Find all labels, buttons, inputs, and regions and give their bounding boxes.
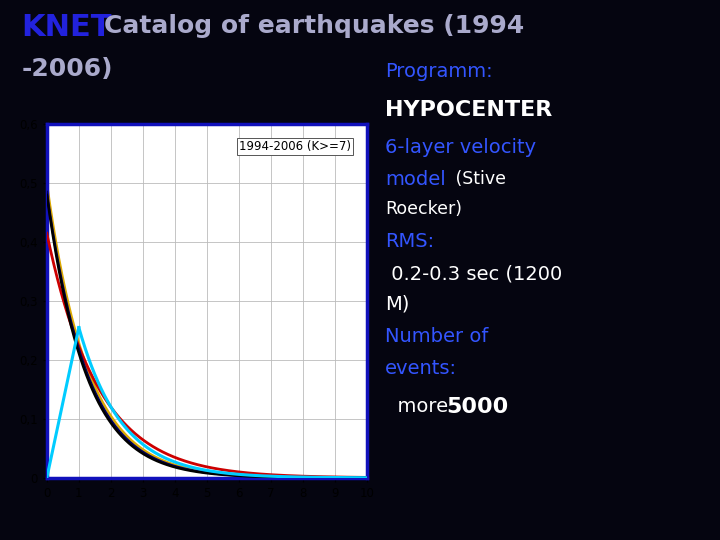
Text: (Stive: (Stive	[450, 170, 506, 188]
Text: events:: events:	[385, 359, 457, 378]
Text: model: model	[385, 170, 446, 189]
Text: KNET: KNET	[22, 14, 112, 43]
Text: Catalog of earthquakes (1994: Catalog of earthquakes (1994	[104, 14, 525, 37]
Text: more: more	[385, 397, 454, 416]
Text: HYPOCENTER: HYPOCENTER	[385, 100, 552, 120]
Text: -2006): -2006)	[22, 57, 113, 80]
Text: Programm:: Programm:	[385, 62, 492, 81]
Text: 0.2-0.3 sec (1200: 0.2-0.3 sec (1200	[385, 265, 562, 284]
Text: Number of: Number of	[385, 327, 489, 346]
Text: M): M)	[385, 294, 410, 313]
Text: Roecker): Roecker)	[385, 200, 462, 218]
Text: RMS:: RMS:	[385, 232, 434, 251]
Text: 1994-2006 (K>=7): 1994-2006 (K>=7)	[239, 140, 351, 153]
Text: 6-layer velocity: 6-layer velocity	[385, 138, 536, 157]
Text: 5000: 5000	[446, 397, 508, 417]
